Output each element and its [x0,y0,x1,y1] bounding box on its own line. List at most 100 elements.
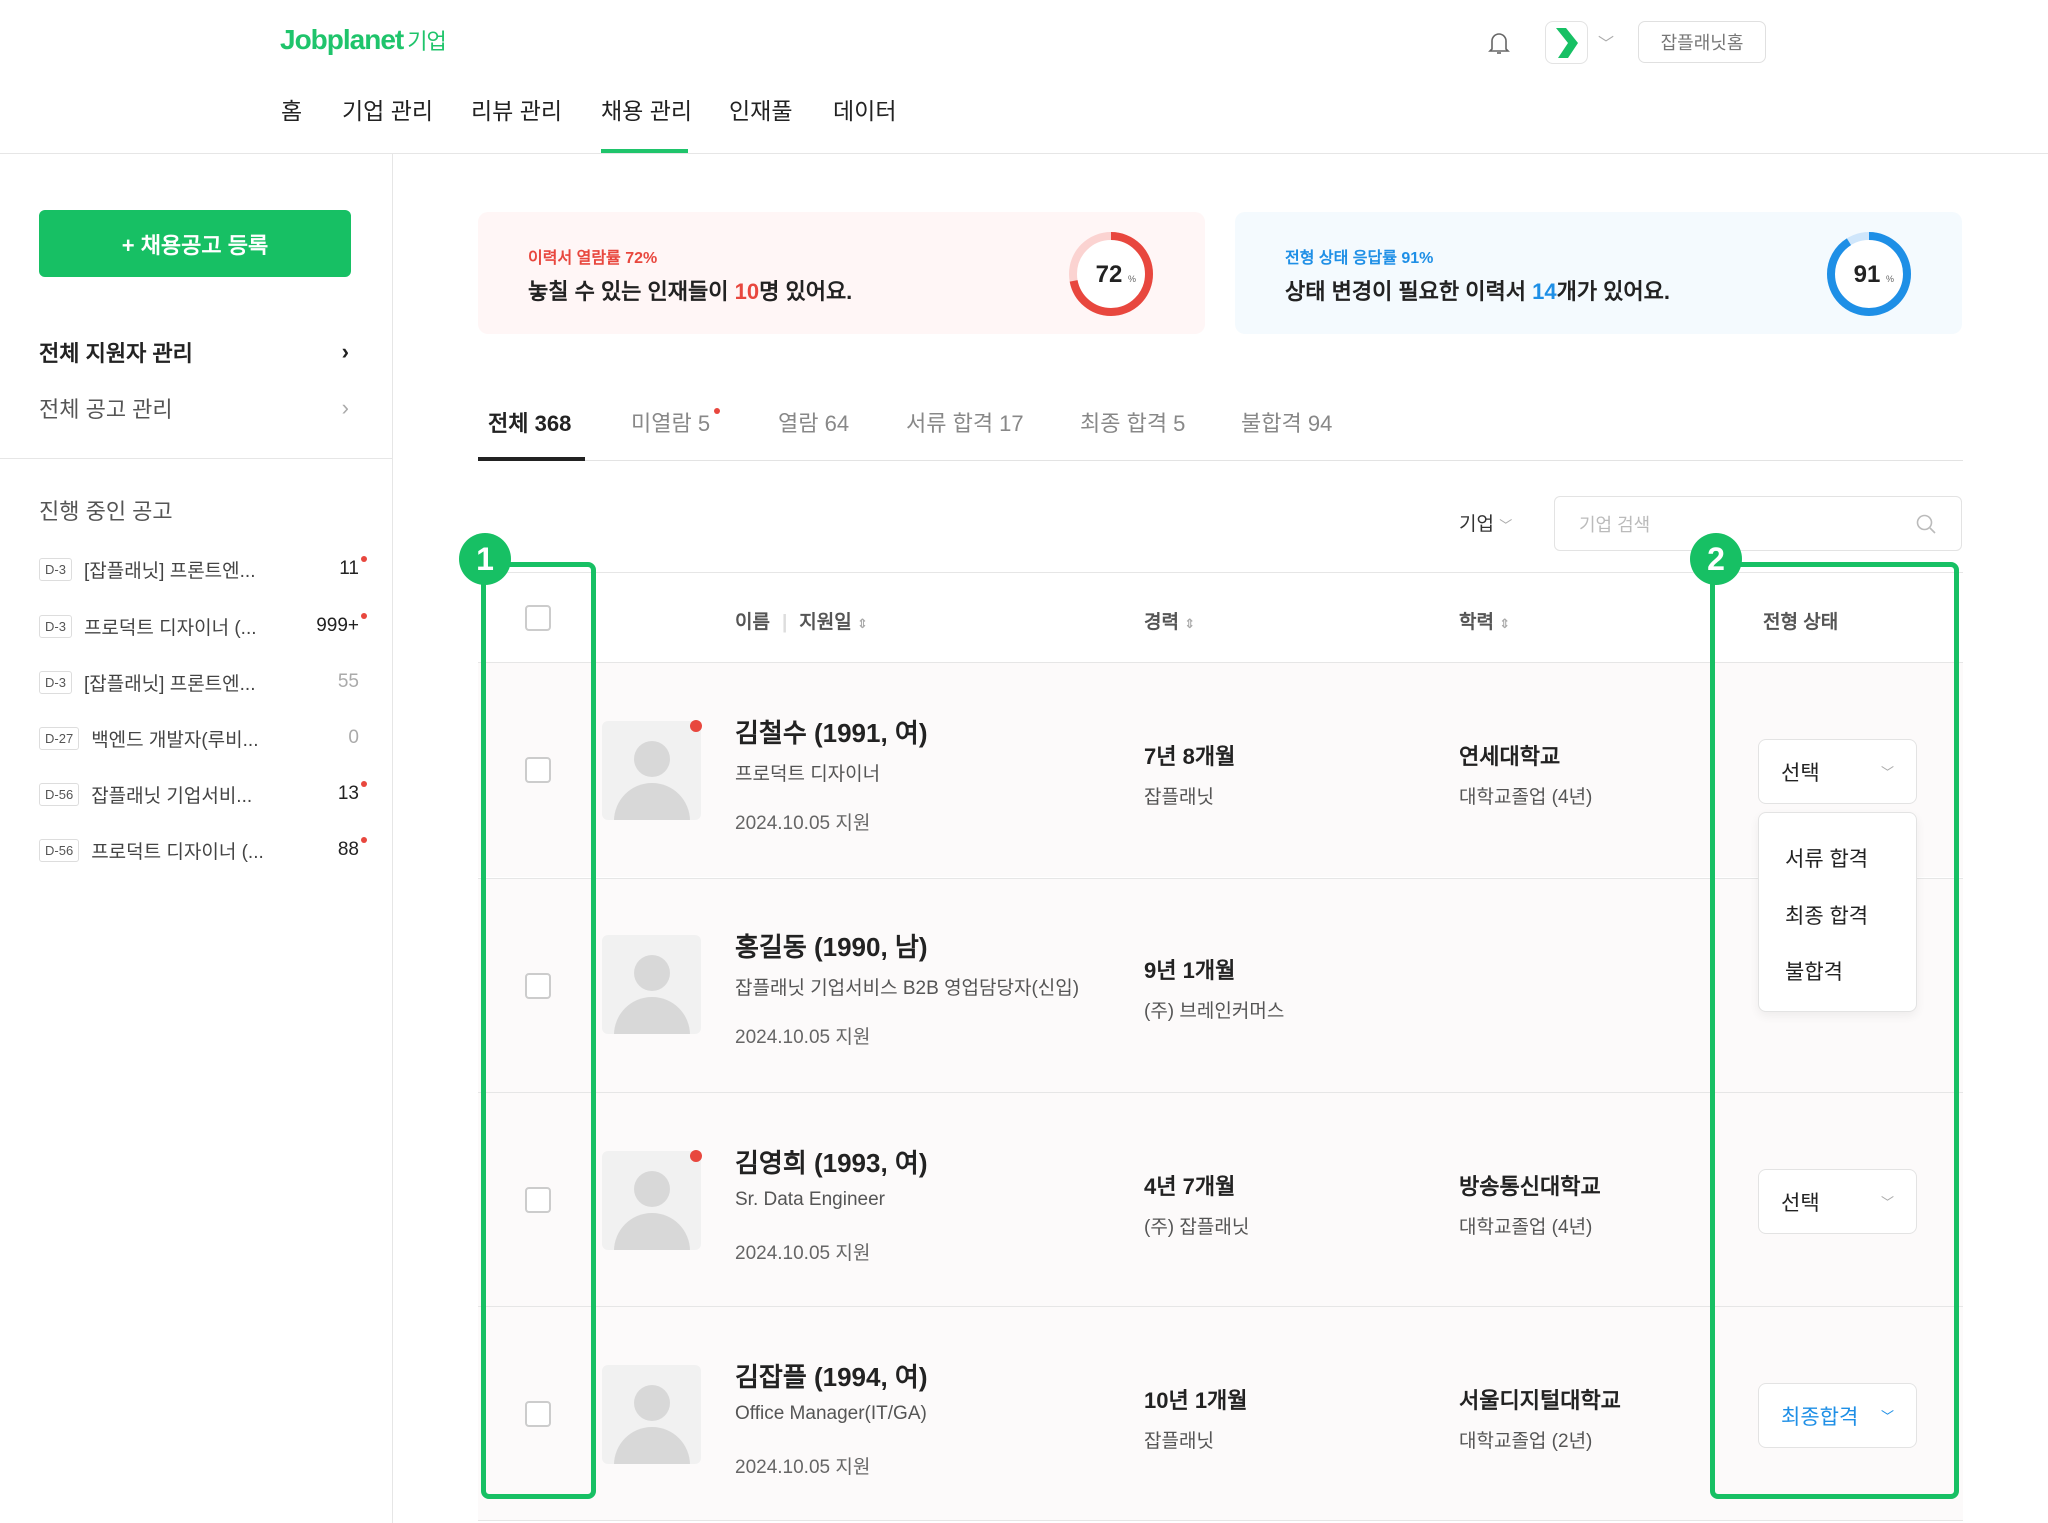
company-search-input[interactable]: 기업 검색 [1554,496,1962,551]
new-job-post-button[interactable]: + 채용공고 등록 [39,210,351,277]
header-career[interactable]: 경력 ⇕ [1144,612,1196,633]
avatar [602,1151,701,1250]
table-row[interactable]: 김영희 (1993, 여) Sr. Data Engineer 2024.10.… [478,1093,1963,1307]
option-rejected[interactable]: 불합격 [1785,961,1843,984]
applicant-count: 11 [299,556,367,580]
job-title: 백엔드 개발자(루비... [91,729,259,751]
job-item[interactable]: D-3 [잡플래닛] 프론트엔... 55 [39,667,359,697]
sidebar-item-all-applicants[interactable]: 전체 지원자 관리 › [39,336,349,368]
company-avatar-button[interactable] [1545,21,1588,64]
career-company: 잡플래닛 [1144,787,1214,808]
table-row[interactable]: 홍길동 (1990, 남) 잡플래닛 기업서비스 B2B 영업담당자(신입) 2… [478,879,1963,1093]
career-company: (주) 잡플래닛 [1144,1217,1250,1238]
job-item[interactable]: D-3 [잡플래닛] 프론트엔... 11 [39,554,367,584]
nav-data[interactable]: 데이터 [833,98,897,124]
nav-company[interactable]: 기업 관리 [342,98,434,124]
nav-home[interactable]: 홈 [281,98,303,124]
logo-suffix: 기업 [407,29,446,54]
nav-talent-pool[interactable]: 인재풀 [729,98,793,124]
dday-badge: D-3 [39,614,72,638]
job-item[interactable]: D-56 프로덕트 디자이너 (... 88 [39,835,367,865]
applicant-name[interactable]: 김철수 (1991, 여) [735,718,928,748]
row-checkbox[interactable] [525,1187,551,1213]
company-filter-dropdown[interactable]: 기업 ﹀ [1459,514,1513,535]
jobplanet-logo[interactable]: Jobplanet 기업 [280,24,447,56]
nav-reviews[interactable]: 리뷰 관리 [471,98,563,124]
sort-icon[interactable]: ⇕ [1184,616,1196,631]
sort-icon[interactable]: ⇕ [1499,616,1511,631]
option-final-pass[interactable]: 최종 합격 [1785,905,1869,928]
resume-view-rate-card[interactable]: 이력서 열람률 72% 놓칠 수 있는 인재들이 10명 있어요. 72 % [478,212,1205,334]
search-icon[interactable] [1915,513,1937,535]
chevron-down-icon[interactable]: ﹀ [1598,36,1615,53]
sidebar-item-all-posts[interactable]: 전체 공고 관리 › [39,392,349,424]
bell-icon[interactable] [1487,30,1511,56]
row-checkbox[interactable] [525,1401,551,1427]
school: 서울디지털대학교 [1459,1388,1621,1413]
new-dot [361,556,367,562]
table-row[interactable]: 김잡플 (1994, 여) Office Manager(IT/GA) 2024… [478,1307,1963,1521]
status-select[interactable]: 선택 ﹀ [1758,739,1917,804]
sort-icon[interactable]: ⇕ [857,616,868,631]
applicant-name[interactable]: 김영희 (1993, 여) [735,1148,928,1178]
nav-recruit[interactable]: 채용 관리 [601,98,693,124]
donut-fill [1069,232,1153,316]
applicant-name[interactable]: 홍길동 (1990, 남) [735,932,928,962]
select-all-checkbox[interactable] [525,605,551,631]
chevron-down-icon: ﹀ [1499,518,1513,533]
career-length: 10년 1개월 [1144,1388,1248,1413]
status-select[interactable]: 선택 ﹀ [1758,1169,1917,1234]
new-dot [690,720,702,732]
header-divider [0,153,2048,154]
applied-position: Sr. Data Engineer [735,1189,885,1210]
sidebar-section-divider [0,458,392,459]
card-message: 상태 변경이 필요한 이력서 14개가 있어요. [1285,279,1671,304]
tab-final-pass[interactable]: 최종 합격 5 [1080,411,1186,436]
applicant-count: 13 [299,781,367,805]
row-divider [478,878,1963,879]
jobplanet-home-button[interactable]: 잡플래닛홈 [1638,21,1766,63]
career-company: 잡플래닛 [1144,1431,1214,1452]
career-length: 7년 8개월 [1144,744,1236,769]
job-item[interactable]: D-56 잡플래닛 기업서비... 13 [39,779,367,809]
option-document-pass[interactable]: 서류 합격 [1785,848,1869,871]
table-row[interactable]: 김철수 (1991, 여) 프로덕트 디자이너 2024.10.05 지원 7년… [478,663,1963,877]
donut-value: 91 [1854,261,1881,288]
tab-active-underline [478,457,585,461]
chevron-down-icon: ﹀ [1880,765,1894,780]
job-item[interactable]: D-3 프로덕트 디자이너 (... 999+ [39,611,367,641]
applicant-name[interactable]: 김잡플 (1994, 여) [735,1362,928,1392]
row-divider [478,1092,1963,1093]
applied-date: 2024.10.05 지원 [735,1027,871,1048]
applicant-count: 55 [337,671,359,692]
job-title: 잡플래닛 기업서비... [91,785,253,807]
tab-all[interactable]: 전체 368 [488,411,572,436]
card-message: 놓칠 수 있는 인재들이 10명 있어요. [528,279,853,304]
tab-read[interactable]: 열람 64 [778,411,850,436]
new-dot [361,837,367,843]
company-logo-icon [1556,28,1578,58]
header-name[interactable]: 이름 | 지원일 ⇕ [735,612,868,633]
degree: 대학교졸업 (2년) [1459,1431,1593,1452]
row-checkbox[interactable] [525,973,551,999]
status-select[interactable]: 최종합격 ﹀ [1758,1383,1917,1448]
logo-text: Jobplanet [280,24,404,55]
tab-unread[interactable]: 미열람 5 [631,406,721,438]
career-length: 4년 7개월 [1144,1174,1236,1199]
search-placeholder: 기업 검색 [1579,514,1651,535]
status-response-rate-card[interactable]: 전형 상태 응답률 91% 상태 변경이 필요한 이력서 14개가 있어요. 9… [1235,212,1962,334]
job-item[interactable]: D-27 백엔드 개발자(루비... 0 [39,723,359,753]
row-checkbox[interactable] [525,757,551,783]
sidebar-divider [392,154,393,1523]
tab-rejected[interactable]: 불합격 94 [1241,411,1333,436]
applied-position: 잡플래닛 기업서비스 B2B 영업담당자(신입) [735,978,1080,999]
tab-document-pass[interactable]: 서류 합격 17 [906,411,1024,436]
annotation-box-checkbox-column [481,562,596,1499]
applicant-count: 0 [348,727,359,748]
donut-unit: % [1886,274,1894,284]
card-kicker: 전형 상태 응답률 91% [1285,250,1434,267]
donut-fill [1827,232,1911,316]
donut-value: 72 [1096,261,1123,288]
header-education[interactable]: 학력 ⇕ [1459,612,1511,633]
applicant-count: 88 [299,837,367,861]
